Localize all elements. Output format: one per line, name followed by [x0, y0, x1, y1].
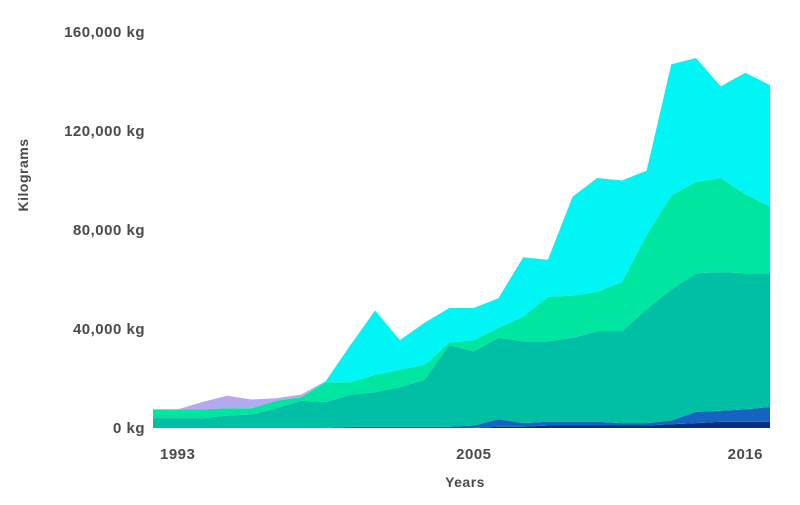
area-series-4: [153, 178, 770, 419]
y-tick-label: 40,000 kg: [73, 321, 145, 338]
y-tick-label: 160,000 kg: [64, 24, 145, 41]
y-axis-label: Kilograms: [15, 139, 31, 212]
x-tick-label: 2005: [456, 446, 491, 463]
area-series-1: [153, 421, 770, 428]
x-axis-label: Years: [445, 474, 485, 490]
y-tick-label: 80,000 kg: [73, 222, 145, 239]
area-series-5: [153, 58, 770, 410]
area-series-group: [153, 58, 770, 428]
y-tick-label: 0 kg: [113, 420, 145, 437]
y-tick-label: 120,000 kg: [64, 123, 145, 140]
x-axis-tick-labels: 1993 2005 2016: [160, 446, 763, 463]
x-tick-label: 2016: [728, 446, 763, 463]
y-axis-tick-labels: 0 kg 40,000 kg 80,000 kg 120,000 kg 160,000 …: [64, 24, 145, 437]
area-series-3: [153, 272, 770, 428]
x-tick-label: 1993: [160, 446, 195, 463]
